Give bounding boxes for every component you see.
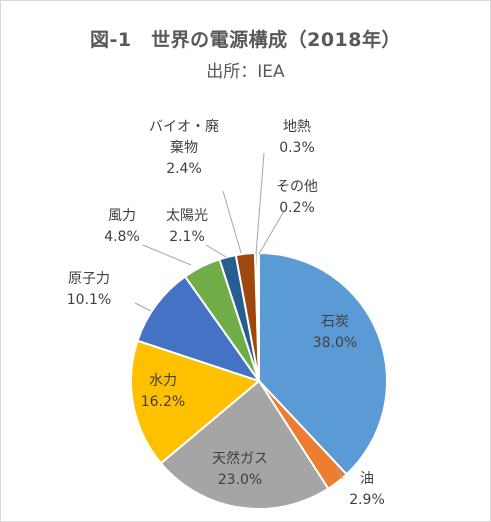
slice-label: 天然ガス — [212, 450, 268, 467]
slice-percent: 2.4% — [166, 161, 202, 177]
leader-line — [222, 190, 242, 254]
slice-data-label: 天然ガス 23.0% — [212, 450, 268, 488]
slice-percent: 10.1% — [67, 292, 111, 308]
slice-data-label: 原子力 10.1% — [67, 271, 111, 308]
slice-data-label: 水力 16.2% — [141, 373, 185, 410]
slice-percent: 23.0% — [218, 472, 262, 488]
slice-label: 風力 — [108, 208, 136, 224]
slice-label: 油 — [360, 471, 374, 487]
slice-percent: 4.8% — [104, 229, 140, 245]
slice-data-label: その他 0.2% — [276, 179, 318, 216]
slice-label: 原子力 — [68, 271, 110, 287]
chart-subtitle: 出所：IEA — [206, 62, 285, 82]
leader-line — [255, 152, 265, 255]
slice-label: 棄物 — [170, 140, 198, 156]
slice-data-label: 地熱 0.3% — [279, 119, 315, 156]
pie-slice — [136, 275, 262, 383]
slice-percent: 2.9% — [349, 492, 385, 508]
pie-slice — [159, 379, 330, 510]
slice-percent: 0.3% — [279, 140, 315, 156]
leader-line — [258, 210, 285, 255]
slice-label: 石炭 — [321, 314, 349, 330]
slice-label: 地熱 — [283, 119, 311, 135]
chart-title: 図-1 世界の電源構成（2018年） — [90, 29, 401, 51]
leader-line — [335, 468, 344, 480]
slice-data-label: 太陽光 2.1% — [166, 208, 208, 245]
leader-line — [134, 302, 152, 312]
pie-slice — [256, 251, 260, 382]
leader-line — [205, 244, 227, 258]
slice-label: 水力 — [149, 373, 177, 389]
slice-data-label: バイオ・廃棄物 2.4% — [149, 118, 219, 177]
slice-label: バイオ・廃 — [149, 118, 219, 135]
slice-percent: 38.0% — [313, 335, 357, 351]
slice-percent: 2.1% — [169, 229, 205, 245]
slice-percent: 16.2% — [141, 394, 185, 410]
slice-data-label: 石炭 38.0% — [313, 314, 357, 351]
slice-data-label: 油 2.9% — [349, 471, 385, 508]
slice-label: 太陽光 — [166, 208, 208, 224]
slice-label: その他 — [276, 179, 318, 195]
slice-data-label: 風力 4.8% — [104, 208, 140, 245]
slice-percent: 0.2% — [279, 200, 315, 216]
pie-slice — [258, 251, 388, 476]
leader-line — [142, 244, 192, 266]
